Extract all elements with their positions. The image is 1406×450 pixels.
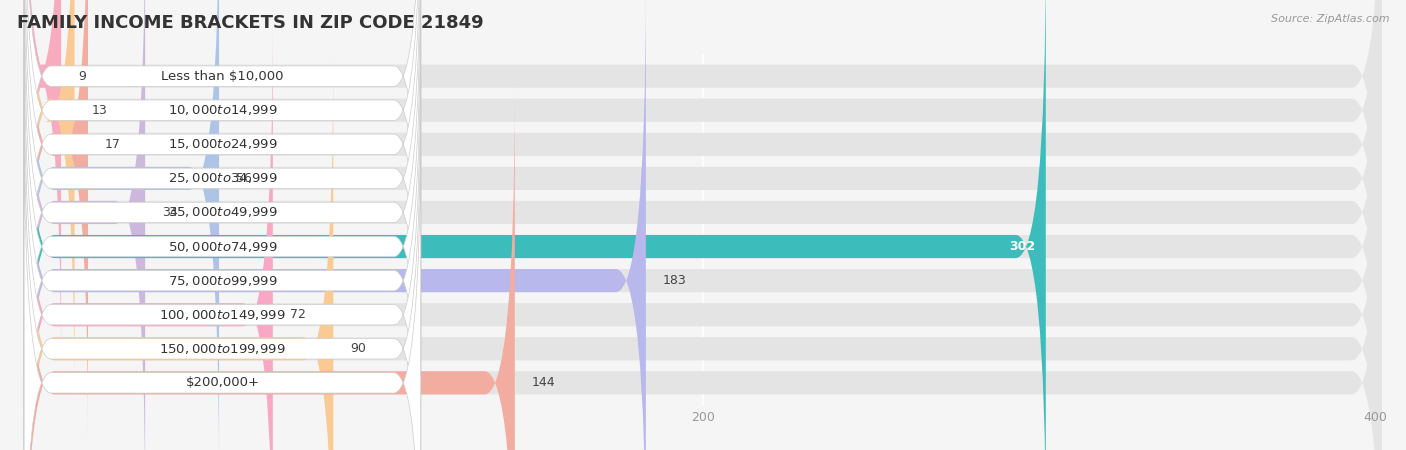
Text: 13: 13 [91,104,107,117]
FancyBboxPatch shape [24,0,1382,371]
Text: 302: 302 [1010,240,1036,253]
FancyBboxPatch shape [24,0,1382,450]
FancyBboxPatch shape [24,0,89,439]
Text: $15,000 to $24,999: $15,000 to $24,999 [167,137,277,151]
FancyBboxPatch shape [24,0,145,450]
Text: 56: 56 [236,172,252,185]
Text: 183: 183 [662,274,686,287]
Text: $35,000 to $49,999: $35,000 to $49,999 [167,206,277,220]
Text: 144: 144 [531,376,555,389]
FancyBboxPatch shape [24,88,1382,450]
Text: FAMILY INCOME BRACKETS IN ZIP CODE 21849: FAMILY INCOME BRACKETS IN ZIP CODE 21849 [17,14,484,32]
Text: $200,000+: $200,000+ [186,376,260,389]
Text: 72: 72 [290,308,305,321]
FancyBboxPatch shape [24,0,645,450]
Text: 90: 90 [350,342,366,355]
FancyBboxPatch shape [24,20,273,450]
FancyBboxPatch shape [24,0,420,373]
Text: 17: 17 [105,138,121,151]
Text: $25,000 to $34,999: $25,000 to $34,999 [167,171,277,185]
FancyBboxPatch shape [24,0,1382,450]
FancyBboxPatch shape [24,0,1046,450]
FancyBboxPatch shape [24,54,1382,450]
Text: Less than $10,000: Less than $10,000 [162,70,284,83]
Text: $100,000 to $149,999: $100,000 to $149,999 [159,308,285,322]
FancyBboxPatch shape [24,88,515,450]
FancyBboxPatch shape [24,52,420,450]
Text: Source: ZipAtlas.com: Source: ZipAtlas.com [1271,14,1389,23]
FancyBboxPatch shape [24,0,420,338]
FancyBboxPatch shape [24,0,1382,439]
Text: $50,000 to $74,999: $50,000 to $74,999 [167,239,277,253]
FancyBboxPatch shape [24,0,1382,450]
FancyBboxPatch shape [24,0,420,450]
Text: $75,000 to $99,999: $75,000 to $99,999 [167,274,277,288]
Text: 9: 9 [77,70,86,83]
FancyBboxPatch shape [24,0,60,371]
FancyBboxPatch shape [24,20,1382,450]
FancyBboxPatch shape [24,0,420,450]
Text: 34: 34 [162,206,177,219]
FancyBboxPatch shape [24,0,1382,450]
FancyBboxPatch shape [24,18,420,450]
FancyBboxPatch shape [24,0,75,405]
FancyBboxPatch shape [24,54,333,450]
FancyBboxPatch shape [24,0,420,441]
FancyBboxPatch shape [24,86,420,450]
FancyBboxPatch shape [24,0,1382,405]
FancyBboxPatch shape [24,0,420,407]
Text: $10,000 to $14,999: $10,000 to $14,999 [167,103,277,117]
Text: $150,000 to $199,999: $150,000 to $199,999 [159,342,285,356]
FancyBboxPatch shape [24,0,219,450]
FancyBboxPatch shape [24,121,420,450]
